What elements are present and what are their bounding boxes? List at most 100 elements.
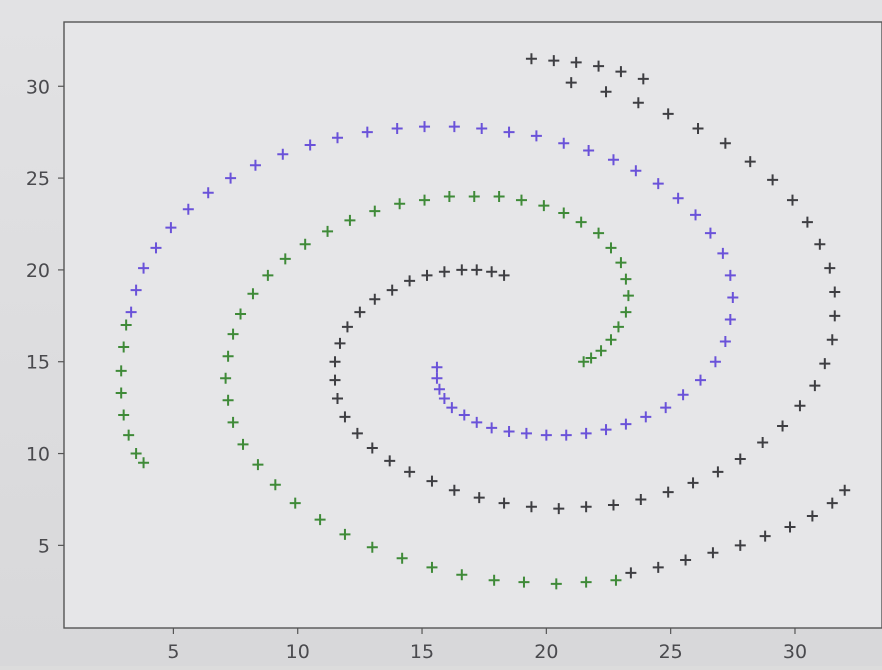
plus-marker xyxy=(503,426,515,438)
plus-marker xyxy=(498,497,510,509)
plus-marker xyxy=(530,130,542,142)
plus-marker xyxy=(662,486,674,498)
x-tick-label: 10 xyxy=(286,641,310,663)
y-tick-label: 25 xyxy=(26,168,50,190)
plus-marker xyxy=(615,66,627,78)
plus-marker xyxy=(493,190,505,202)
plus-marker xyxy=(322,225,334,237)
plus-marker xyxy=(247,288,259,300)
plus-marker xyxy=(421,269,433,281)
plus-marker xyxy=(446,402,458,414)
plus-marker xyxy=(580,427,592,439)
plus-marker xyxy=(593,227,605,239)
data-points xyxy=(115,53,851,590)
plus-marker xyxy=(458,409,470,421)
y-tick-label: 5 xyxy=(38,535,50,557)
plus-marker xyxy=(580,501,592,513)
plus-marker xyxy=(448,484,460,496)
plus-marker xyxy=(366,442,378,454)
plus-marker xyxy=(565,77,577,89)
plus-marker xyxy=(600,424,612,436)
plus-marker xyxy=(672,192,684,204)
plus-marker xyxy=(727,291,739,303)
plus-marker xyxy=(612,321,624,333)
plus-marker xyxy=(690,209,702,221)
plus-marker xyxy=(468,190,480,202)
plus-marker xyxy=(351,427,363,439)
plus-marker xyxy=(622,290,634,302)
plus-marker xyxy=(615,257,627,269)
plus-marker xyxy=(222,350,234,362)
plus-marker xyxy=(222,394,234,406)
plus-marker xyxy=(443,190,455,202)
plus-marker xyxy=(369,205,381,217)
plus-marker xyxy=(759,530,771,542)
plus-marker xyxy=(249,159,261,171)
plus-marker xyxy=(471,416,483,428)
plus-marker xyxy=(202,187,214,199)
plus-marker xyxy=(829,310,841,322)
plus-marker xyxy=(182,203,194,215)
plus-marker xyxy=(456,264,468,276)
plus-marker xyxy=(448,121,460,133)
plus-marker xyxy=(692,123,704,135)
plus-marker xyxy=(794,400,806,412)
plus-marker xyxy=(607,499,619,511)
plus-marker xyxy=(707,547,719,559)
plus-marker xyxy=(777,420,789,432)
plus-marker xyxy=(279,253,291,265)
plus-marker xyxy=(299,238,311,250)
plus-marker xyxy=(486,266,498,278)
plus-marker xyxy=(354,306,366,318)
series-1 xyxy=(125,121,739,441)
plus-marker xyxy=(486,422,498,434)
plus-marker xyxy=(558,207,570,219)
plus-marker xyxy=(438,266,450,278)
plus-marker xyxy=(130,284,142,296)
plus-marker xyxy=(662,108,674,120)
plus-marker xyxy=(329,356,341,368)
plus-marker xyxy=(341,321,353,333)
plus-marker xyxy=(660,402,672,414)
series-2 xyxy=(115,190,634,590)
x-tick-label: 25 xyxy=(659,641,683,663)
plus-marker xyxy=(607,154,619,166)
plus-marker xyxy=(583,145,595,157)
plus-marker xyxy=(396,552,408,564)
plus-marker xyxy=(767,174,779,186)
plus-marker xyxy=(433,383,445,395)
plus-marker xyxy=(473,492,485,504)
plus-marker xyxy=(553,503,565,515)
plus-marker xyxy=(806,510,818,522)
x-tick-label: 20 xyxy=(534,641,558,663)
plus-marker xyxy=(125,306,137,318)
plus-marker xyxy=(744,156,756,168)
plus-marker xyxy=(419,194,431,206)
x-tick-label: 30 xyxy=(783,641,807,663)
plus-marker xyxy=(488,574,500,586)
plus-marker xyxy=(640,411,652,423)
plus-marker xyxy=(518,576,530,588)
plus-marker xyxy=(262,269,274,281)
plus-marker xyxy=(620,306,632,318)
plus-marker xyxy=(548,55,560,67)
plus-marker xyxy=(138,457,150,469)
plus-marker xyxy=(334,337,346,349)
plus-marker xyxy=(394,198,406,210)
plus-marker xyxy=(687,477,699,489)
plus-marker xyxy=(632,97,644,109)
plus-marker xyxy=(252,459,264,471)
y-tick-label: 20 xyxy=(26,260,50,282)
plus-marker xyxy=(610,574,622,586)
plus-marker xyxy=(503,126,515,138)
y-axis: 5 10 15 20 25 30 xyxy=(26,76,64,557)
plus-marker xyxy=(220,372,232,384)
plus-marker xyxy=(595,345,607,357)
plus-marker xyxy=(118,409,130,421)
y-tick-label: 10 xyxy=(26,444,50,466)
plus-marker xyxy=(118,341,130,353)
plus-marker xyxy=(277,148,289,160)
plus-marker xyxy=(344,214,356,226)
plus-marker xyxy=(652,178,664,190)
